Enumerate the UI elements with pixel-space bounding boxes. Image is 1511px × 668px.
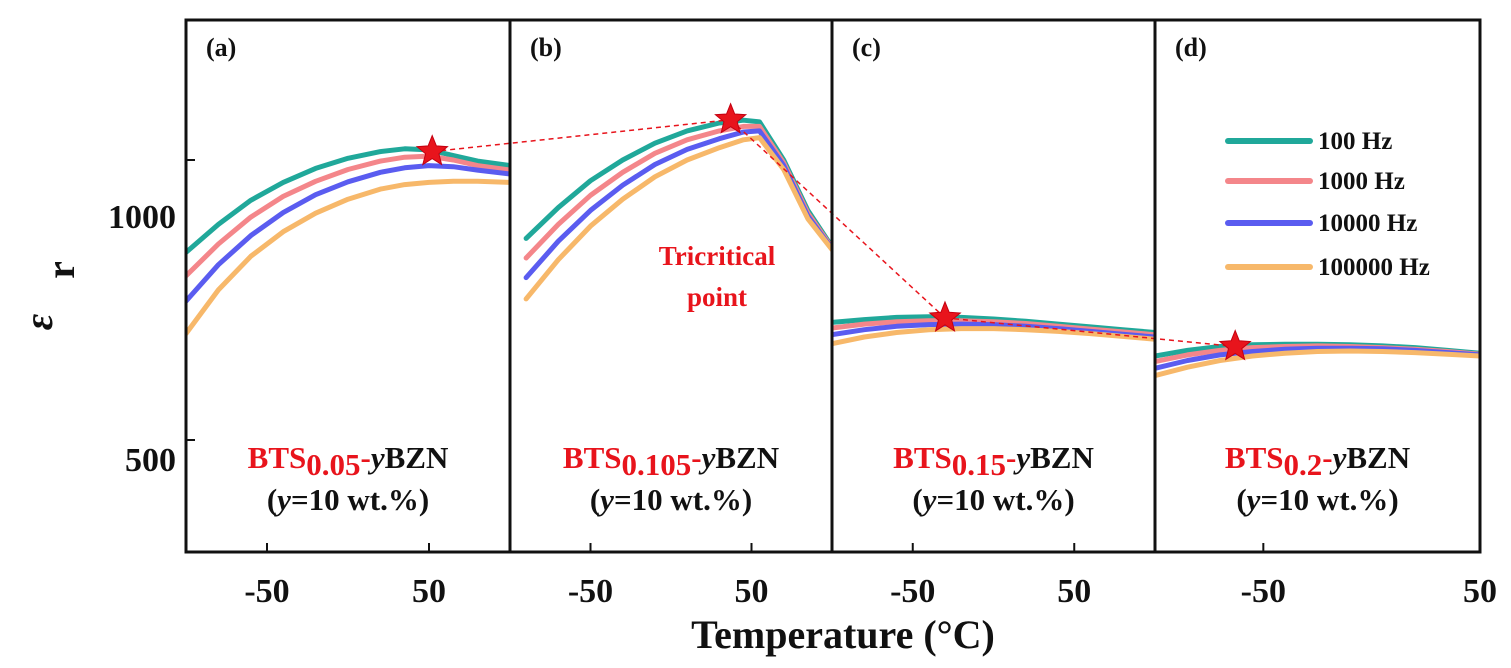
legend-entry: 10000 Hz <box>1225 210 1417 237</box>
panel-a: (a) BTS0.05-yBZN(y=10 wt.%) -50 50 <box>186 33 510 610</box>
series-line-100000-hz <box>1155 348 1480 379</box>
x-tick-label: -50 <box>244 573 289 610</box>
x-tick-label: 50 <box>412 573 446 610</box>
legend: 100 Hz 1000 Hz 10000 Hz 100000 Hz <box>1225 128 1430 281</box>
legend-entry: 1000 Hz <box>1225 168 1405 195</box>
y-axis-symbol: ε <box>16 313 61 330</box>
tricritical-connector-lines <box>432 118 1236 348</box>
tricritical-annotation: Tricritical point <box>659 241 776 312</box>
panel-frame <box>1153 18 1482 554</box>
condition-label: (y=10 wt.%) <box>912 482 1074 517</box>
transition-stars <box>415 102 1252 361</box>
composition-label: BTS0.15-yBZN <box>893 440 1094 482</box>
composition-label: BTS0.105-yBZN <box>563 440 779 482</box>
transition-star <box>415 134 449 166</box>
composition-box <box>536 428 806 528</box>
panel-c: (c) BTS0.15-yBZN(y=10 wt.%) -50 50 <box>832 33 1155 610</box>
connector-line <box>730 119 946 319</box>
panels-layer: (a)BTS0.05-yBZN(y=10 wt.%)-50 50(b)BTS0.1… <box>186 33 1497 610</box>
x-tick-label: 50 <box>1057 573 1091 610</box>
series-line-1000-hz <box>186 153 510 279</box>
panel-d: (d) BTS0.2-yBZN(y=10 wt.%) -50 50 <box>1155 33 1497 610</box>
panel-b: (b) BTS0.105-yBZN(y=10 wt.%) -50 50 <box>523 33 832 610</box>
panel-label: (c) <box>852 33 881 62</box>
composition-box <box>1181 428 1454 528</box>
legend-label: 100 Hz <box>1318 128 1392 155</box>
series-line-100000-hz <box>832 326 1155 347</box>
series-line-100000-hz <box>186 178 510 337</box>
series-line-100000-hz <box>523 135 832 302</box>
legend-label: 1000 Hz <box>1318 168 1405 195</box>
x-axis-title: Temperature (°C) <box>691 612 995 657</box>
series-line-100-hz <box>186 146 510 255</box>
x-tick-label: -50 <box>890 573 935 610</box>
legend-entry: 100000 Hz <box>1225 254 1430 281</box>
composition-label: BTS0.2-yBZN <box>1225 440 1410 482</box>
transition-star <box>1218 329 1252 361</box>
legend-label: 100000 Hz <box>1318 254 1430 281</box>
tricritical-label-line1: Tricritical <box>659 241 776 271</box>
y-tick-label-1000: 1000 <box>108 199 176 236</box>
x-tick-label: 50 <box>1463 573 1497 610</box>
panel-frames <box>184 18 1482 554</box>
x-tick-label: -50 <box>568 573 613 610</box>
y-axis-subscript: r <box>38 261 83 279</box>
legend-label: 10000 Hz <box>1318 210 1417 237</box>
connector-line <box>944 317 1236 348</box>
panel-label: (d) <box>1175 33 1207 62</box>
series-line-10000-hz <box>186 163 510 304</box>
panel-label: (a) <box>206 33 236 62</box>
transition-star <box>928 300 962 333</box>
composition-label: BTS0.05-yBZN <box>248 440 449 482</box>
composition-box <box>212 428 484 528</box>
condition-label: (y=10 wt.%) <box>267 482 429 517</box>
y-tick-label-500: 500 <box>125 442 176 479</box>
condition-label: (y=10 wt.%) <box>590 482 752 517</box>
transition-star <box>714 102 748 134</box>
composition-box <box>858 428 1129 528</box>
panel-label: (b) <box>530 33 562 62</box>
tricritical-label-line2: point <box>687 282 747 312</box>
legend-entry: 100 Hz <box>1225 128 1392 155</box>
x-tick-label: 50 <box>735 573 769 610</box>
x-tick-label: -50 <box>1241 573 1286 610</box>
condition-label: (y=10 wt.%) <box>1236 482 1398 517</box>
y-axis-title: ε r <box>16 261 83 330</box>
